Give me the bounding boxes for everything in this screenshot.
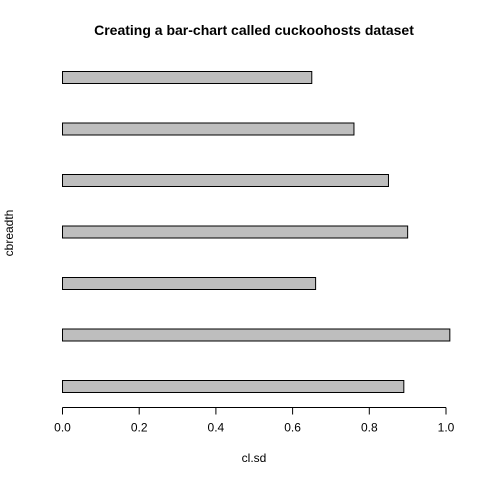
x-tick-label: 1.0 (438, 421, 455, 435)
bar (62, 277, 317, 290)
bar (62, 225, 409, 239)
x-axis: 0.0 0.2 0.4 0.6 0.8 1.0 (54, 407, 455, 435)
x-tick-label: 0.4 (208, 421, 225, 435)
chart-title: Creating a bar-chart called cuckoohosts … (94, 22, 414, 38)
bar (62, 380, 405, 393)
x-axis-label: cl.sd (242, 451, 267, 465)
bar (62, 174, 389, 187)
bar (62, 328, 451, 342)
x-tick-label: 0.8 (361, 421, 378, 435)
bars-group (62, 71, 451, 393)
bar (62, 122, 355, 136)
y-axis-label: cbreadth (2, 210, 16, 257)
x-tick-label: 0.0 (54, 421, 71, 435)
x-tick-label: 0.6 (284, 421, 301, 435)
x-tick-label: 0.2 (131, 421, 148, 435)
bar (62, 71, 313, 84)
